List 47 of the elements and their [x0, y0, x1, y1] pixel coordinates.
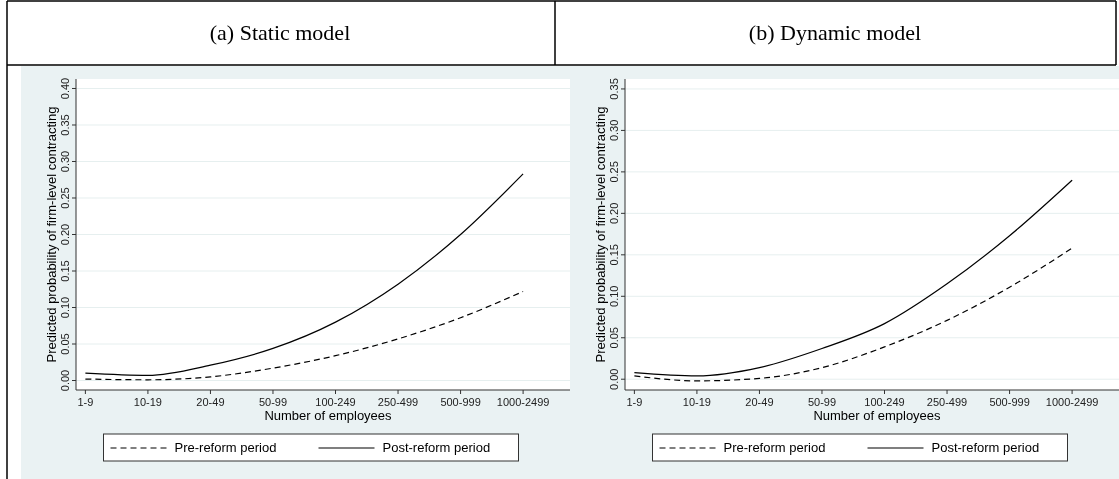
y-tick-label: 0.40 — [59, 77, 71, 100]
y-tick-label: 0.15 — [59, 260, 71, 282]
chart-title: (a) Static model — [209, 20, 351, 45]
x-tick-label: 500-999 — [440, 396, 481, 408]
x-tick-label: 10-19 — [133, 396, 162, 408]
x-tick-label: 20-49 — [745, 396, 774, 408]
line-series — [633, 179, 1073, 377]
x-axis-title: Number of employees — [264, 408, 393, 423]
x-axis-title: Number of employees — [813, 408, 942, 423]
x-tick-label: 500-999 — [989, 396, 1030, 408]
legend-label: Post-reform period — [382, 440, 491, 455]
legend-label: Post-reform period — [931, 440, 1040, 455]
y-tick-label: 0.20 — [59, 223, 71, 246]
y-tick-label: 0.30 — [608, 119, 620, 142]
x-tick-label: 1000-2499 — [496, 396, 550, 408]
y-tick-label: 0.35 — [608, 78, 620, 100]
chart-title: (b) Dynamic model — [748, 20, 922, 45]
x-tick-label: 100-249 — [864, 396, 905, 408]
x-tick-label: 50-99 — [807, 396, 837, 408]
x-tick-label: 1000-2499 — [1045, 396, 1099, 408]
x-tick-label: 1-9 — [626, 396, 643, 408]
x-tick-label: 100-249 — [315, 396, 356, 408]
y-tick-label: 0.10 — [59, 296, 71, 319]
legend-label: Pre-reform period — [174, 440, 277, 455]
x-tick-label: 50-99 — [258, 396, 288, 408]
y-tick-label: 0.15 — [608, 244, 620, 266]
y-tick-label: 0.10 — [608, 285, 620, 307]
x-tick-label: 20-49 — [196, 396, 225, 408]
line-series — [84, 290, 524, 381]
y-tick-label: 0.35 — [59, 114, 71, 136]
y-tick-label: 0.30 — [59, 150, 71, 173]
y-axis-title: Predicted probability of firm-level contracting — [593, 106, 608, 363]
legend-label: Pre-reform period — [723, 440, 826, 455]
y-tick-label: 0.05 — [59, 333, 71, 355]
y-tick-label: 0.05 — [608, 327, 620, 349]
y-tick-label: 0.20 — [608, 202, 620, 225]
x-tick-label: 1-9 — [77, 396, 94, 408]
y-tick-label: 0.00 — [59, 369, 71, 392]
y-axis-title: Predicted probability of firm-level contracting — [44, 106, 59, 363]
line-series — [84, 173, 524, 376]
line-series — [633, 247, 1073, 382]
x-tick-label: 250-499 — [926, 396, 968, 408]
y-tick-label: 0.00 — [608, 368, 620, 390]
x-tick-label: 250-499 — [377, 396, 419, 408]
y-tick-label: 0.25 — [608, 161, 620, 183]
x-tick-label: 10-19 — [682, 396, 711, 408]
y-tick-label: 0.25 — [59, 187, 71, 209]
